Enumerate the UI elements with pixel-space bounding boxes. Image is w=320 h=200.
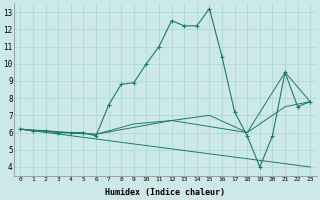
X-axis label: Humidex (Indice chaleur): Humidex (Indice chaleur) [105,188,225,197]
